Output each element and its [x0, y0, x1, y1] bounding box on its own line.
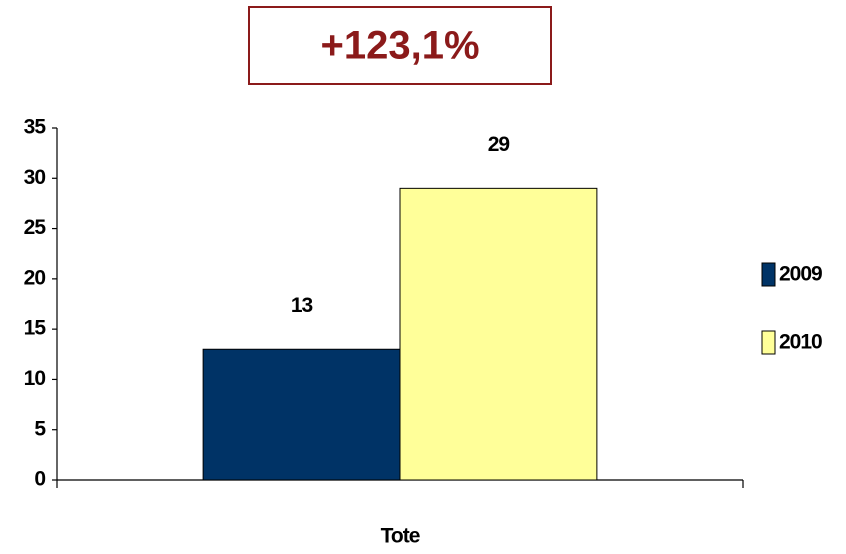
y-tick-label: 35 [24, 116, 47, 139]
y-tick-label: 25 [24, 216, 47, 239]
legend-swatch [761, 330, 776, 355]
bar [202, 348, 401, 481]
annotation-box [248, 6, 552, 85]
data-label: 29 [488, 133, 510, 156]
bar [399, 187, 598, 481]
y-tick-label: 5 [34, 417, 46, 440]
y-tick-label: 20 [24, 266, 46, 289]
annotation: +123,1% [320, 24, 479, 68]
y-tick-label: 15 [24, 317, 47, 340]
x-tick-label: Tote [381, 525, 420, 548]
y-tick-label: 30 [24, 166, 46, 189]
y-tick-label: 10 [24, 367, 46, 390]
data-label: 13 [291, 294, 313, 317]
y-tick-label: 0 [34, 468, 45, 491]
legend-label: 2010 [779, 331, 822, 354]
legend-label: 2009 [779, 263, 822, 286]
legend-swatch [761, 262, 776, 287]
